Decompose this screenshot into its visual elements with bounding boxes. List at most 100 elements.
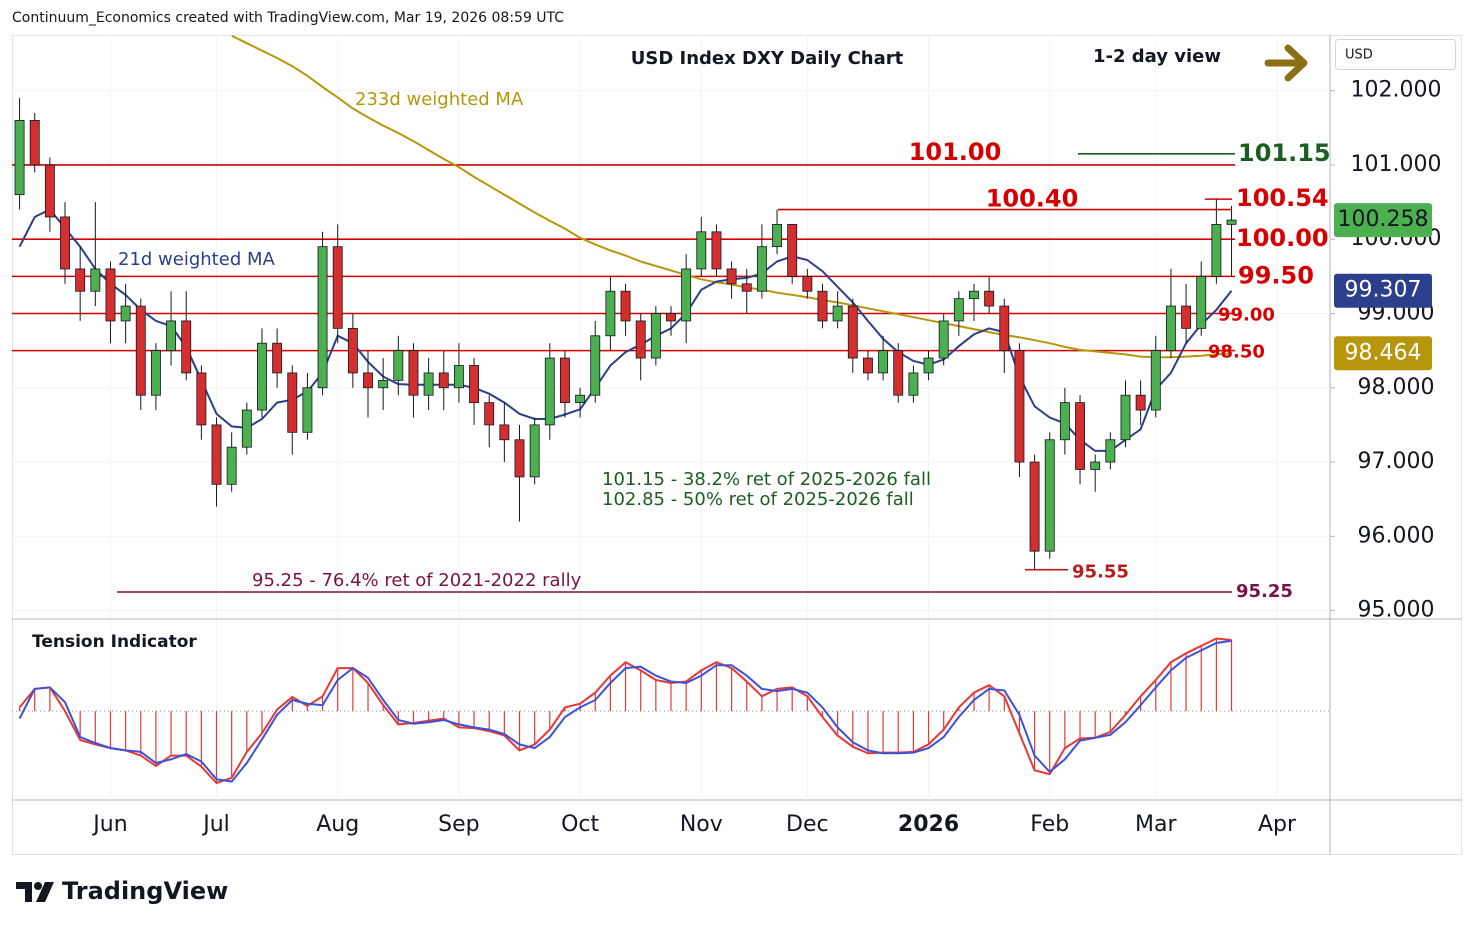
candle-body (560, 357, 570, 404)
candle-body (1196, 275, 1207, 329)
candle-body (1105, 439, 1116, 463)
level-label: 101.15 (1238, 139, 1331, 167)
candle-body (832, 305, 843, 322)
price-tag-label: 100.258 (1338, 207, 1429, 232)
candle-body (272, 342, 283, 374)
view-arrow (1264, 44, 1308, 82)
candle-body (1059, 402, 1070, 441)
candle-body (862, 357, 873, 374)
candle-body (1029, 461, 1040, 552)
credit: Continuum_Economics created with Trading… (12, 10, 564, 26)
candle-body (226, 446, 237, 485)
candle-body (211, 424, 222, 485)
oscillator-line (18, 637, 1232, 785)
candle-body (1211, 223, 1222, 277)
candle-body (1135, 394, 1146, 411)
candle-body (590, 335, 601, 396)
candle-body (257, 342, 267, 411)
candle-body (1181, 305, 1192, 329)
x-tick-label: Sep (438, 812, 479, 837)
candle-body (772, 223, 782, 248)
oscillator-line (18, 639, 1232, 783)
candle-body (605, 290, 616, 337)
candle-body (741, 283, 752, 292)
candle-body (484, 402, 495, 426)
logo-part (16, 882, 32, 902)
moving-average (18, 208, 1233, 452)
y-tick-label: 96.000 (1358, 523, 1435, 548)
candle-body (105, 268, 116, 322)
candle-body (696, 231, 707, 270)
candle-body (969, 290, 979, 300)
candle-body (75, 268, 86, 292)
price-pane (12, 35, 1330, 618)
candle-body (499, 424, 510, 441)
x-tick-label: Aug (316, 812, 359, 837)
candle-body (938, 320, 949, 359)
chart-subtitle: 1-2 day view (1093, 46, 1221, 67)
candle-body (514, 439, 525, 478)
x-tick-label: Apr (1258, 812, 1297, 837)
y-tick-label: 97.000 (1358, 449, 1435, 474)
frame (12, 35, 1462, 855)
y-tick-label: 102.000 (1351, 78, 1442, 103)
annotation: 102.85 - 50% ret of 2025-2026 fall (602, 489, 914, 510)
candle-body (787, 223, 798, 277)
candle-body (469, 365, 480, 404)
candle-body (393, 350, 404, 381)
x-tick-label: Jun (91, 812, 127, 837)
candle-body (1014, 350, 1025, 463)
level-label: 99.00 (1218, 305, 1275, 326)
candle-body (44, 164, 55, 218)
brand: TradingView (62, 877, 228, 905)
candle-body (681, 268, 692, 322)
candle-body (635, 320, 646, 359)
candle-body (575, 394, 586, 404)
price-tag-label: 98.464 (1345, 340, 1422, 365)
candle-body (14, 120, 25, 196)
level-label: 99.50 (1238, 261, 1314, 289)
brand-logo (16, 882, 54, 902)
candle-body (166, 320, 177, 352)
candle-body (666, 313, 676, 322)
x-tick-label: Feb (1030, 812, 1069, 837)
price-tag (1334, 336, 1432, 371)
candle-body (135, 305, 146, 396)
candle-body (408, 350, 419, 396)
line-label: 233d weighted MA (355, 89, 524, 110)
x-tick-label: Mar (1135, 812, 1177, 837)
level-label: 95.55 (1072, 562, 1129, 583)
candle-body (150, 350, 161, 396)
x-tick-label: Nov (680, 812, 723, 837)
candle-body (90, 268, 101, 292)
indicator-pane (12, 620, 1330, 800)
candle-body (332, 246, 343, 329)
x-tick-label: Jul (201, 812, 230, 837)
candle-body (878, 350, 889, 374)
candle-body (650, 313, 661, 359)
level-label: 95.25 (1236, 581, 1293, 602)
price-tag (1334, 203, 1432, 238)
candle-body (908, 372, 919, 396)
level-label: 98.50 (1208, 342, 1265, 363)
candle-body (287, 372, 298, 433)
chart-border (12, 35, 1462, 855)
candle-body (1165, 305, 1176, 352)
candle-body (181, 320, 192, 374)
candle-body (347, 327, 358, 374)
candle-body (529, 424, 540, 478)
annotation: 101.15 - 38.2% ret of 2025-2026 fall (602, 469, 931, 490)
candle-body (953, 298, 964, 322)
candle-body (196, 372, 207, 426)
candle-body (1226, 219, 1237, 225)
candle-body (984, 290, 995, 307)
candle-body (453, 365, 464, 389)
candle-body (756, 246, 767, 292)
candle-body (1090, 461, 1101, 470)
x-tick-label: 2026 (898, 812, 959, 837)
level-label: 101.00 (909, 138, 1002, 166)
logo-part (36, 882, 54, 902)
y-tick-label: 101.000 (1351, 152, 1442, 177)
candle-body (423, 372, 434, 396)
